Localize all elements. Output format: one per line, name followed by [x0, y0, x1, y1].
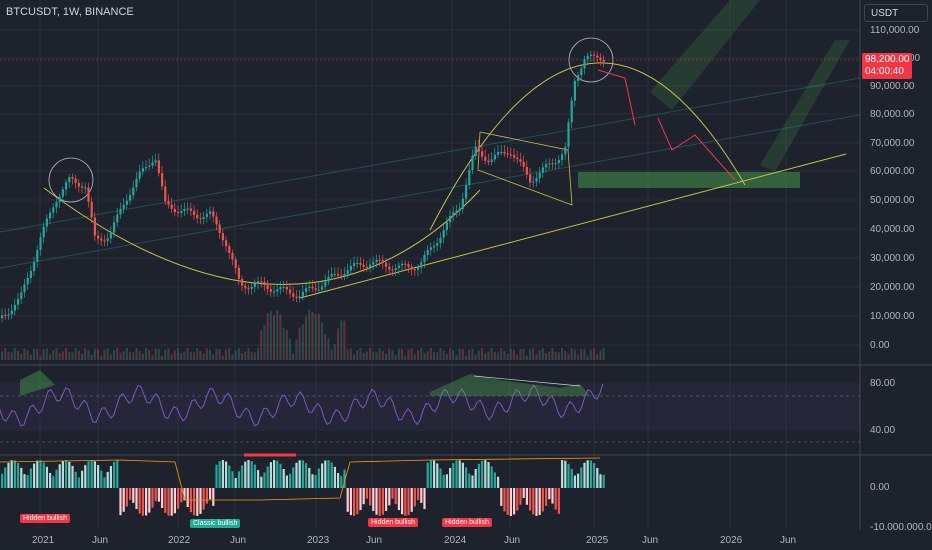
channel-line-lower [0, 114, 861, 269]
price-tick: 60,000.00 [870, 166, 915, 177]
last-price-value: 98,200.00 [865, 54, 910, 65]
price-tick: 10,000.00 [870, 311, 915, 322]
time-tick: 2023 [307, 535, 330, 546]
time-tick: 2026 [720, 535, 743, 546]
projection-path-1 [597, 69, 636, 126]
price-candles [1, 50, 605, 323]
last-price-badge: 98,200.00 04:00:40 [862, 53, 912, 79]
price-tick: 90,000.00 [870, 81, 915, 92]
time-tick: Jun [230, 535, 246, 546]
time-tick: Jun [504, 535, 520, 546]
time-tick: 2024 [444, 535, 467, 546]
rsi-tick: 80.00 [870, 378, 895, 389]
price-tick: 20,000.00 [870, 282, 915, 293]
macd-histogram [0, 453, 605, 516]
divergence-label-4: Hidden bullish [442, 518, 492, 527]
bar-countdown: 04:00:40 [865, 66, 904, 77]
price-tick: 70,000.00 [870, 138, 915, 149]
rsi-axis: 80.00 40.00 [870, 378, 895, 436]
arc-curve [429, 62, 746, 231]
price-tick: 40,000.00 [870, 224, 915, 235]
circle-marker-left [48, 157, 94, 203]
time-tick: 2022 [168, 535, 191, 546]
price-tick: 80,000.00 [870, 109, 915, 120]
rsi-tick: 40.00 [870, 425, 895, 436]
symbol-title: BTCUSDT, 1W, BINANCE [6, 6, 134, 18]
price-tick: 30,000.00 [870, 253, 915, 264]
grid-lines [0, 0, 932, 530]
time-tick: 2025 [586, 535, 609, 546]
projection-arrow-upper [650, 0, 760, 110]
rsi-indicator [0, 370, 604, 427]
divergence-label-1: Hidden bullish [20, 514, 70, 523]
volume-bars [1, 309, 605, 360]
projection-arrow-lower [760, 40, 850, 172]
channel-line-upper [0, 77, 861, 233]
time-tick: Jun [366, 535, 382, 546]
divergence-label-3: Hidden bullish [368, 518, 418, 527]
cup-curve [43, 187, 481, 285]
time-tick: 2021 [32, 535, 55, 546]
macd-axis: 0.00 -10,000,000.00 [870, 482, 932, 533]
flag-pattern [477, 131, 573, 206]
currency-selector[interactable]: USDT [864, 4, 928, 22]
projection-overlays [0, 0, 861, 299]
price-tick: 0.00 [870, 340, 890, 351]
time-tick: Jun [92, 535, 108, 546]
price-tick: 50,000.00 [870, 195, 915, 206]
divergence-label-2: Classic bullish [190, 519, 241, 528]
projection-path-2 [657, 117, 736, 181]
time-tick: Jun [642, 535, 658, 546]
macd-tick: -10,000,000.00 [870, 522, 932, 533]
price-tick: 110,000.00 [870, 25, 920, 36]
macd-tick: 0.00 [870, 482, 890, 493]
time-tick: Jun [780, 535, 796, 546]
time-axis: 2021 Jun 2022 Jun 2023 Jun 2024 Jun 2025 Jun 2026 J… [0, 530, 932, 550]
trend-line-support [299, 153, 847, 299]
